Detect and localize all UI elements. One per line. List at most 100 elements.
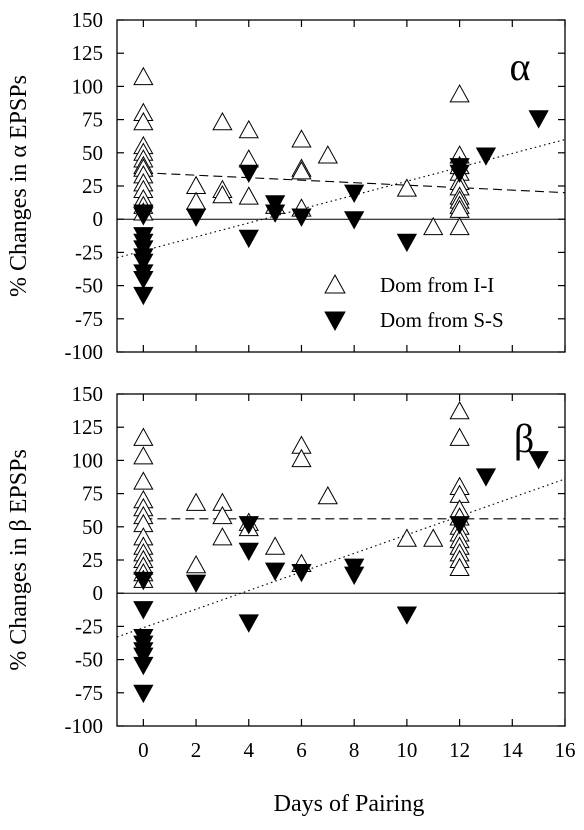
data-point-filled-triangle — [238, 614, 259, 633]
data-point-open-triangle — [185, 492, 207, 511]
data-point-open-triangle — [238, 149, 259, 168]
data-point-open-triangle — [185, 175, 207, 194]
data-point-filled-triangle — [475, 147, 497, 166]
y-tick-label: 75 — [82, 108, 103, 132]
fit-line-dotted — [116, 478, 566, 638]
data-point-filled-triangle — [528, 451, 549, 470]
y-tick-label: 125 — [72, 415, 104, 439]
data-point-open-triangle — [449, 400, 470, 420]
legend-label: Dom from I-I — [380, 273, 494, 297]
x-tick-label: 14 — [502, 738, 524, 762]
y-tick-label: -75 — [75, 307, 103, 331]
data-point-open-triangle — [212, 111, 233, 131]
fit-line-dashed — [143, 172, 566, 194]
x-tick-label: 2 — [191, 738, 202, 762]
data-point-filled-triangle — [264, 562, 286, 581]
panel-beta: 150 125 100 75 50 25 0 -25 -50 -75 -100 0 2 4 6 8 10 12 14… — [6, 382, 576, 762]
y-tick-label: -50 — [75, 648, 103, 672]
data-point-filled-triangle — [238, 229, 259, 249]
y-tick-label: -25 — [75, 614, 103, 638]
data-point-filled-triangle — [396, 606, 418, 625]
data-point-open-triangle — [185, 191, 207, 210]
y-tick-label: 100 — [72, 448, 104, 472]
y-tick-label: 50 — [82, 141, 103, 165]
data-point-open-triangle — [212, 527, 233, 546]
y-tick-label: 25 — [82, 548, 103, 572]
data-point-filled-triangle — [133, 207, 154, 226]
y-tick-label: 0 — [93, 207, 104, 231]
x-tick-label: 16 — [555, 738, 576, 762]
data-point-filled-triangle — [264, 204, 286, 223]
data-point-open-triangle — [423, 528, 444, 547]
data-point-filled-triangle — [344, 211, 365, 230]
data-point-open-triangle — [423, 216, 444, 236]
x-tick-label: 4 — [244, 738, 255, 762]
y-axis-label: % Changes in β EPSPs — [6, 449, 32, 671]
panel-alpha: 150 125 100 75 50 25 0 -25 -50 -75 -100 % Changes i… — [6, 8, 566, 364]
data-point-filled-triangle — [344, 184, 365, 203]
plot-frame — [116, 19, 566, 353]
fit-line-dotted — [116, 138, 566, 259]
x-tick-label: 8 — [349, 738, 360, 762]
data-point-filled-triangle — [475, 468, 497, 487]
y-tick-label: 25 — [82, 174, 103, 198]
data-point-filled-triangle — [185, 574, 207, 593]
data-point-open-triangle — [185, 554, 207, 574]
data-point-filled-triangle — [264, 195, 286, 214]
data-point-open-triangle — [212, 505, 233, 525]
x-tick-label: 12 — [449, 738, 470, 762]
y-axis-label: % Changes in α EPSPs — [6, 75, 32, 297]
x-axis-label: Days of Pairing — [274, 791, 425, 817]
legend-label: Dom from S-S — [380, 308, 504, 332]
data-point-filled-triangle — [133, 656, 154, 676]
data-point-filled-triangle — [238, 516, 259, 535]
panel-label: α — [510, 44, 531, 89]
data-point-filled-triangle — [133, 601, 154, 620]
data-point-open-triangle — [291, 161, 312, 180]
data-point-filled-triangle — [396, 233, 418, 253]
data-point-filled-triangle — [449, 516, 470, 535]
data-point-open-triangle — [449, 557, 470, 576]
data-point-filled-triangle — [133, 647, 154, 666]
panel-label: β — [514, 416, 534, 461]
data-point-open-triangle — [449, 84, 470, 103]
plot-frame — [116, 393, 566, 727]
data-point-filled-triangle — [528, 110, 549, 129]
data-point-filled-triangle — [133, 270, 154, 290]
data-point-filled-triangle — [133, 253, 154, 273]
y-tick-label: 100 — [72, 74, 104, 98]
data-point-open-triangle — [133, 427, 154, 446]
data-point-open-triangle — [133, 446, 154, 465]
y-tick-label: -25 — [75, 240, 103, 264]
data-point-open-triangle — [133, 111, 154, 131]
y-tick-label: -50 — [75, 274, 103, 298]
y-tick-label: 50 — [82, 515, 103, 539]
y-tick-label: 150 — [72, 8, 104, 32]
data-point-filled-triangle — [133, 571, 154, 591]
y-tick-label: 75 — [82, 482, 103, 506]
y-tick-label: 0 — [93, 581, 104, 605]
data-point-filled-triangle — [291, 563, 312, 583]
data-point-open-triangle — [449, 427, 470, 446]
legend-marker-filled-triangle — [324, 311, 346, 331]
data-point-open-triangle — [212, 184, 233, 204]
data-point-open-triangle — [133, 471, 154, 490]
y-tick-label: -100 — [65, 340, 104, 364]
x-tick-label: 6 — [296, 738, 307, 762]
data-point-open-triangle — [238, 186, 259, 205]
data-point-filled-triangle — [291, 208, 312, 227]
data-point-filled-triangle — [344, 566, 365, 585]
data-point-open-triangle — [291, 448, 312, 468]
data-point-filled-triangle — [238, 542, 259, 562]
legend-marker-open-triangle — [324, 274, 346, 294]
data-point-filled-triangle — [133, 684, 154, 704]
data-point-open-triangle — [133, 66, 154, 86]
data-point-open-triangle — [317, 145, 338, 164]
data-point-open-triangle — [396, 528, 418, 547]
y-tick-label: 150 — [72, 382, 104, 406]
data-point-open-triangle — [291, 129, 312, 148]
data-point-filled-triangle — [238, 164, 259, 184]
y-tick-label: 125 — [72, 41, 104, 65]
data-point-open-triangle — [238, 119, 259, 139]
